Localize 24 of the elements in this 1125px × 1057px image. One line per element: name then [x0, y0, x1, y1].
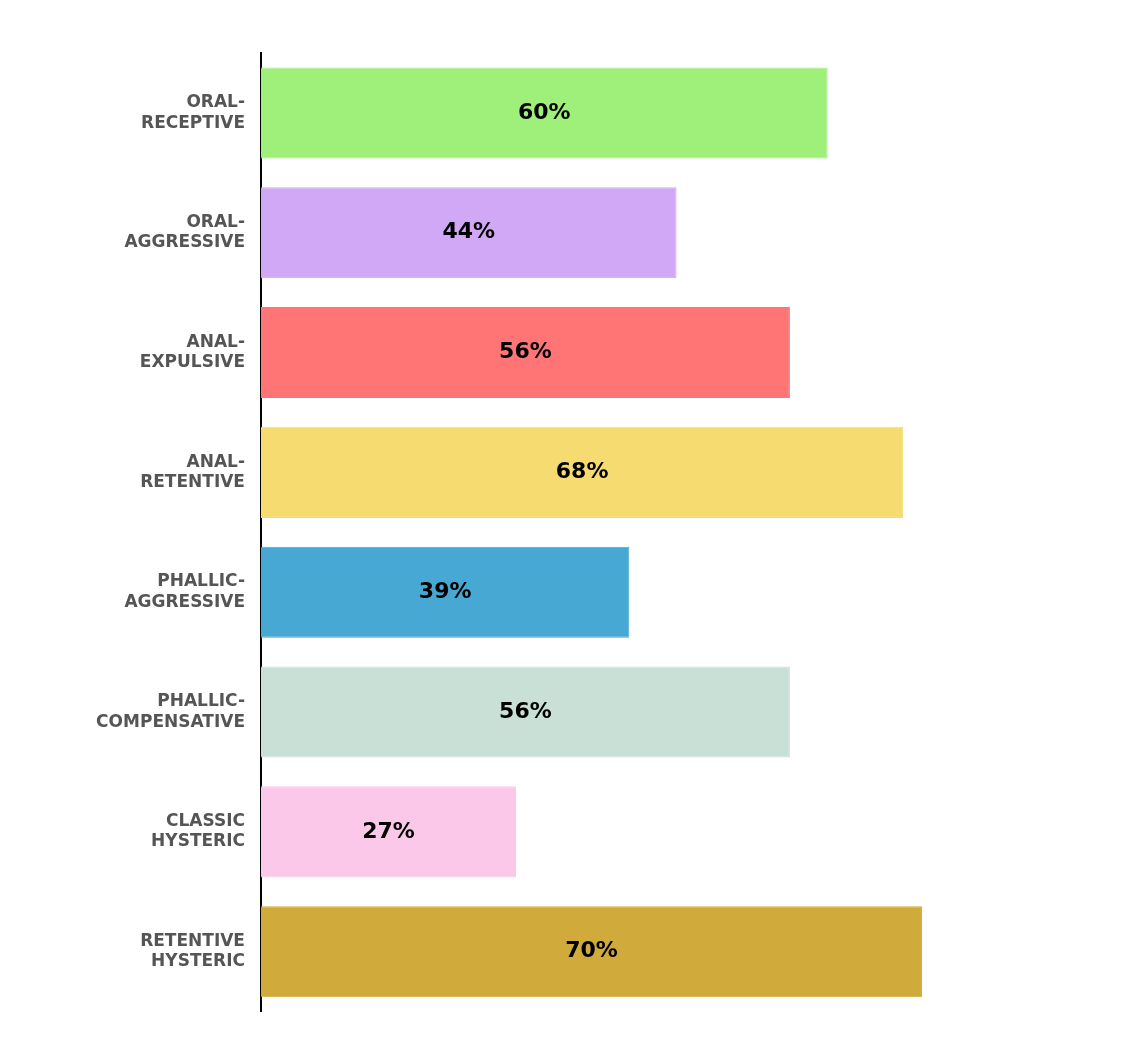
bar — [261, 187, 677, 279]
data-label: 27% — [362, 817, 415, 843]
data-label: 44% — [442, 218, 496, 244]
y-tick-label: ANAL-EXPULSIVE — [139, 330, 245, 372]
bar — [261, 786, 516, 878]
y-tick-label: ORAL-RECEPTIVE — [141, 91, 245, 132]
bar — [261, 426, 904, 518]
bar — [261, 307, 790, 399]
bar — [261, 906, 923, 998]
y-tick-label: ORAL-AGGRESSIVE — [124, 210, 245, 252]
y-tick-label: PHALLIC-AGGRESSIVE — [124, 570, 245, 611]
data-label: 68% — [555, 458, 609, 484]
data-label: 56% — [499, 697, 552, 723]
bar — [261, 666, 790, 758]
y-tick-label: CLASSIC HYSTERIC — [151, 810, 245, 851]
y-tick-label: ANAL-RETENTIVE — [140, 450, 245, 492]
data-label: 70% — [565, 937, 618, 963]
y-tick-label: PHALLIC-COMPENSATIVE — [96, 690, 245, 731]
bar — [261, 67, 828, 159]
y-tick-label: RETENTIVE HYSTERIC — [140, 929, 245, 971]
bar — [261, 546, 630, 638]
data-label: 56% — [499, 338, 552, 364]
data-label: 39% — [418, 577, 472, 603]
data-label: 60% — [518, 98, 571, 124]
